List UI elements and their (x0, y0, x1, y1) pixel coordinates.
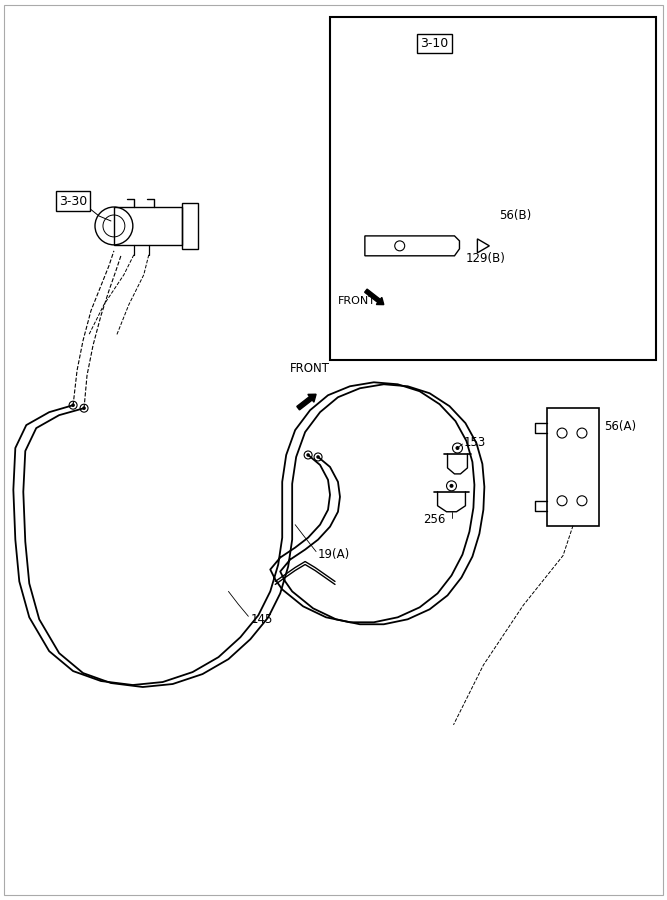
Text: 56(A): 56(A) (604, 419, 636, 433)
Bar (181, 203, 197, 248)
Circle shape (456, 446, 460, 450)
Text: FRONT: FRONT (338, 295, 376, 306)
Text: 19(A): 19(A) (318, 548, 350, 561)
Circle shape (71, 403, 75, 407)
Circle shape (450, 484, 454, 488)
Circle shape (82, 407, 86, 410)
Text: 56(B): 56(B) (500, 210, 532, 222)
Text: 129(B): 129(B) (466, 252, 506, 266)
Circle shape (306, 454, 310, 457)
Text: 153: 153 (464, 436, 486, 448)
Text: 3-10: 3-10 (420, 37, 449, 50)
Text: 3-30: 3-30 (59, 194, 87, 208)
Text: 256: 256 (424, 513, 446, 526)
Text: FRONT: FRONT (290, 363, 330, 375)
Circle shape (316, 455, 320, 459)
Bar (330, 17, 656, 360)
Bar (114, 207, 181, 245)
FancyArrow shape (365, 289, 384, 304)
FancyArrow shape (297, 394, 316, 410)
Text: 145: 145 (250, 613, 273, 626)
Bar (547, 409, 599, 526)
